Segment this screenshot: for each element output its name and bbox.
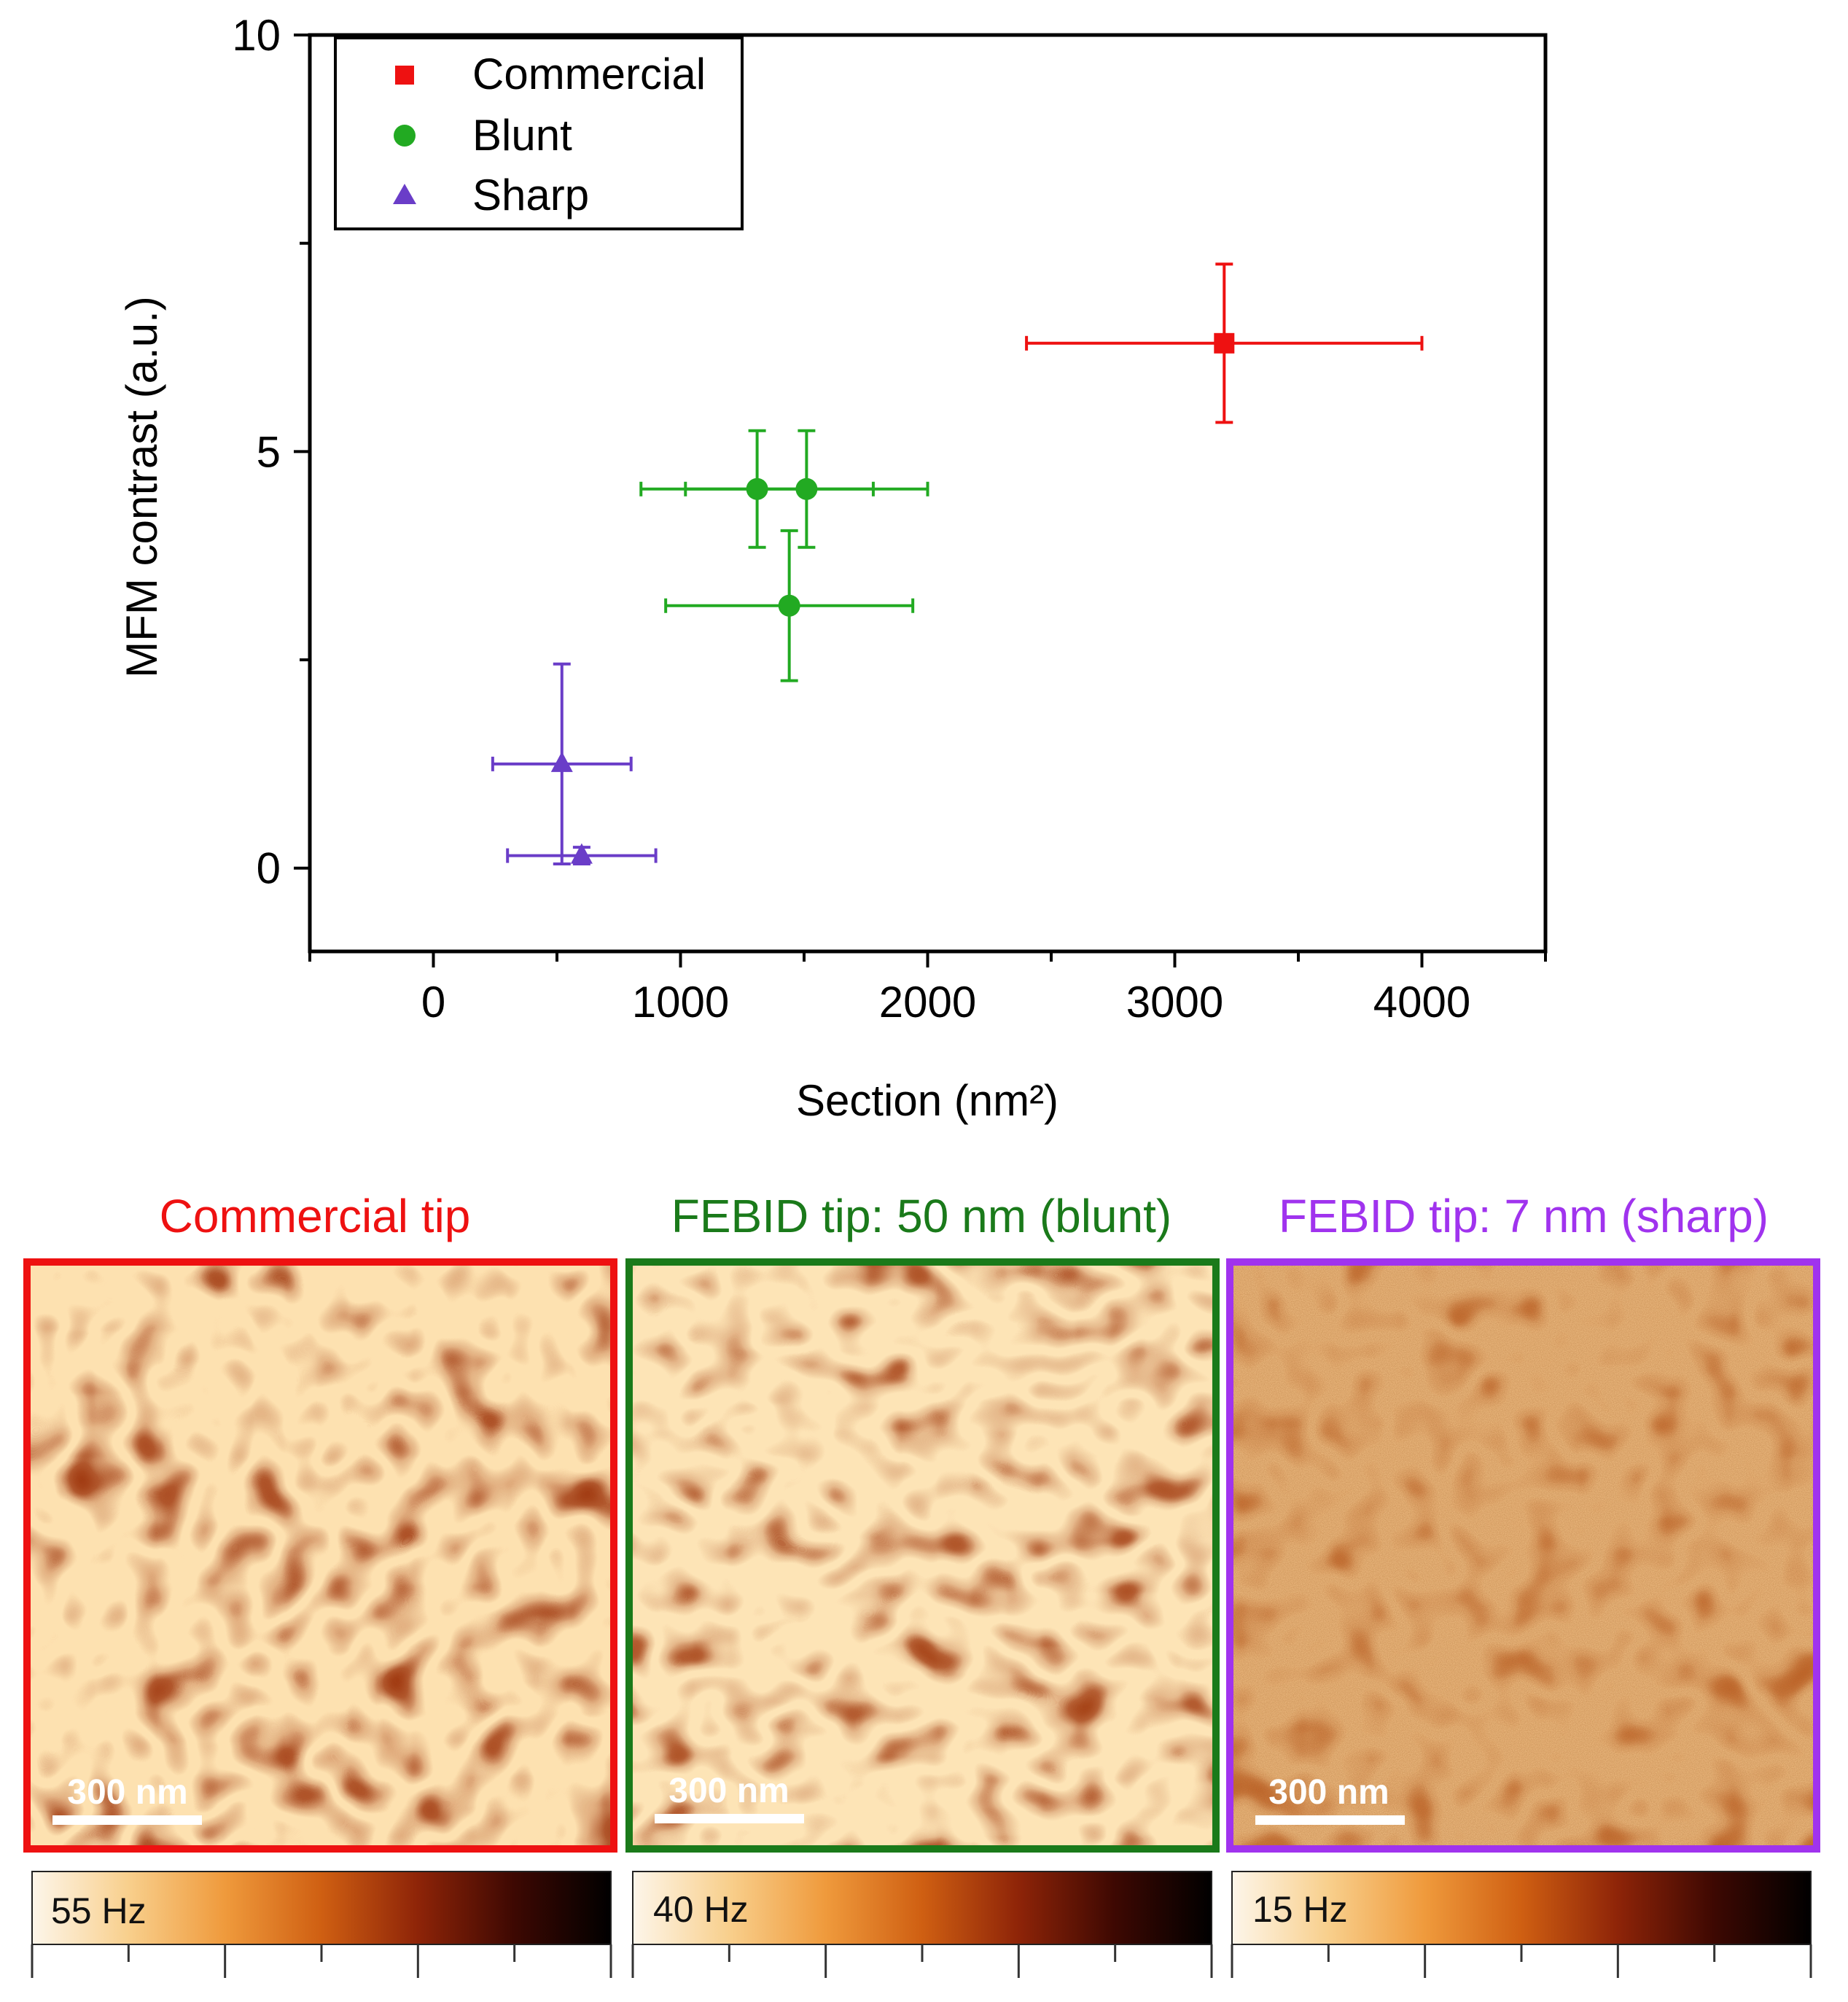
panel-title-sharp: FEBID tip: 7 nm (sharp)	[1279, 1190, 1769, 1242]
data-point-commercial	[1025, 262, 1424, 424]
y-axis-title: MFM contrast (a.u.)	[117, 296, 166, 677]
colorbar-blunt	[632, 1871, 1212, 1945]
mfm-image-commercial	[27, 1262, 614, 1849]
mfm-border-sharp	[1226, 1258, 1820, 1853]
legend-marker-sharp	[393, 184, 416, 204]
legend-label-blunt: Blunt	[472, 111, 572, 160]
data-point-sharp	[506, 843, 658, 866]
mfm-border-commercial	[23, 1258, 617, 1853]
x-axis: 0 1000 2000 3000 4000	[308, 951, 1547, 1027]
x-tick-label: 3000	[1126, 978, 1223, 1027]
y-axis: 0 5 10	[232, 11, 310, 893]
colorbar-ticks-sharp	[1231, 1944, 1812, 1978]
x-tick-label: 1000	[632, 978, 729, 1027]
mfm-panel-blunt: FEBID tip: 50 nm (blunt) 300 nm 40 Hz	[625, 1190, 1220, 1978]
x-axis-title: Section (nm²)	[796, 1076, 1058, 1125]
scatter-plot: 0 1000 2000 3000 4000 0 5 10 Section (nm²) MFM…	[117, 11, 1548, 1125]
scale-bar-commercial	[52, 1815, 202, 1825]
legend-label-sharp: Sharp	[472, 171, 589, 219]
scale-bar-label-blunt: 300 nm	[668, 1772, 789, 1810]
marker-circle	[795, 478, 818, 500]
panel-title-blunt: FEBID tip: 50 nm (blunt)	[671, 1190, 1171, 1242]
legend-label-commercial: Commercial	[472, 50, 706, 98]
data-point-sharp	[491, 662, 633, 866]
mfm-border-blunt	[625, 1258, 1220, 1853]
data-series	[491, 262, 1424, 866]
data-point-blunt	[664, 529, 915, 682]
scale-bar-blunt	[655, 1814, 804, 1823]
colorbar-commercial	[31, 1871, 612, 1945]
x-tick-label: 0	[421, 978, 445, 1027]
marker-triangle	[550, 751, 573, 772]
colorbar-ticks-blunt	[631, 1944, 1213, 1978]
mfm-panel-sharp: FEBID tip: 7 nm (sharp) 300 nm 15 Hz	[1226, 1190, 1820, 1978]
y-tick-label: 10	[232, 11, 281, 60]
marker-square	[1214, 332, 1235, 354]
panel-title-commercial: Commercial tip	[160, 1190, 471, 1242]
marker-triangle	[570, 843, 593, 864]
scale-bar-label-sharp: 300 nm	[1268, 1773, 1389, 1812]
mfm-image-blunt	[629, 1262, 1216, 1849]
mfm-grain-sharp	[1230, 1262, 1817, 1849]
data-point-blunt	[684, 429, 929, 549]
mfm-panel-commercial: Commercial tip 300 nm 55 Hz	[23, 1190, 617, 1978]
legend-marker-blunt	[394, 125, 416, 147]
x-tick-label: 4000	[1373, 978, 1470, 1027]
marker-circle	[778, 594, 800, 617]
legend-marker-commercial	[395, 66, 414, 85]
x-tick-label: 2000	[879, 978, 976, 1027]
legend: Commercial Blunt Sharp	[334, 36, 744, 230]
scale-bar-label-commercial: 300 nm	[67, 1773, 187, 1812]
colorbar-ticks-commercial	[31, 1944, 612, 1978]
colorbar-label-blunt: 40 Hz	[653, 1889, 749, 1930]
colorbar-label-commercial: 55 Hz	[51, 1890, 147, 1931]
y-tick-label: 5	[257, 427, 281, 476]
y-tick-label: 0	[257, 844, 281, 893]
scale-bar-sharp	[1255, 1815, 1405, 1825]
colorbar-sharp	[1231, 1871, 1812, 1945]
mfm-panels: Commercial tip 300 nm 55 Hz FEBID tip: 5…	[23, 1190, 1820, 1978]
colorbar-label-sharp: 15 Hz	[1252, 1889, 1348, 1930]
